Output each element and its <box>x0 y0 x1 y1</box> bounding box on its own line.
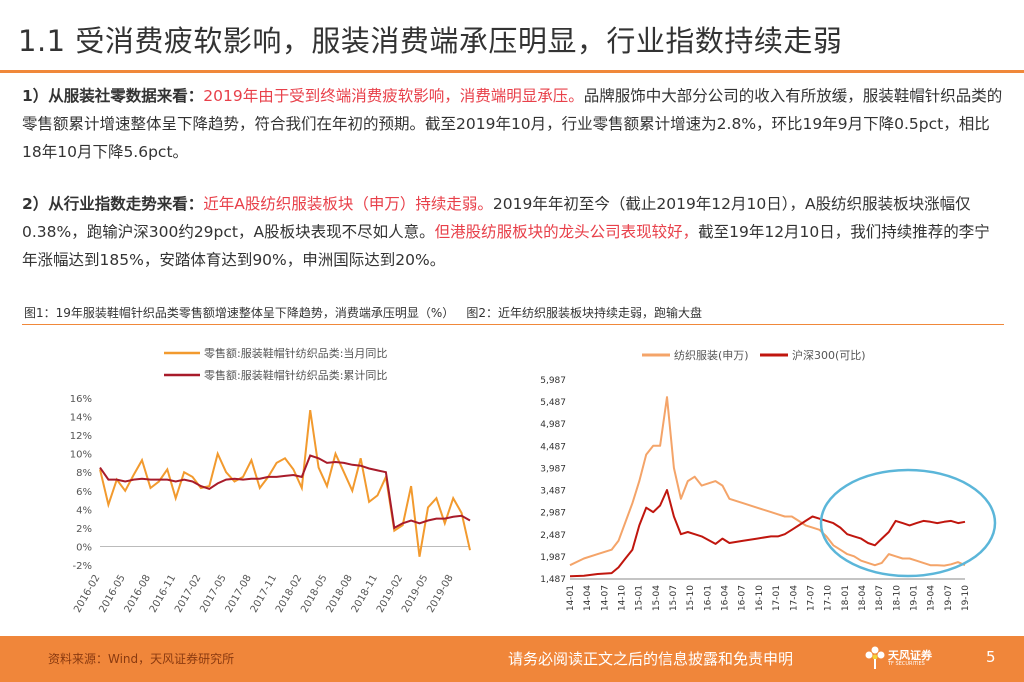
x-tick-label: 16-04 <box>721 585 731 611</box>
y-tick-label: 5,487 <box>540 398 566 408</box>
footer: 资料来源：Wind，天风证券研究所 请务必阅读正文之后的信息披露和免责申明 天风… <box>0 636 1024 682</box>
logo-subtext: TF SECURITIES <box>888 661 925 667</box>
x-tick-label: 14-10 <box>618 585 628 611</box>
x-tick-label: 15-07 <box>669 585 679 611</box>
y-tick-label: 3,487 <box>540 487 566 497</box>
chart2-legend: 纺织服装(申万) 沪深300(可比) <box>642 348 866 362</box>
y-tick-label: 2% <box>76 524 92 535</box>
highlight-ellipse <box>819 468 997 578</box>
y-tick-label: 1,487 <box>540 575 566 585</box>
figure-divider <box>22 324 1004 325</box>
x-tick-label: 15-01 <box>635 585 645 611</box>
y-tick-label: 0% <box>76 542 92 553</box>
y-tick-label: 3,987 <box>540 464 566 474</box>
paragraph-highlight: 近年A股纺织服装板块（申万）持续走弱。 <box>203 195 493 213</box>
paragraph-highlight: 但港股纺服板块的龙头公司表现较好， <box>434 223 699 241</box>
title-divider <box>0 70 1024 73</box>
x-tick-label: 15-10 <box>686 585 696 611</box>
x-tick-label: 19-07 <box>944 585 954 611</box>
x-tick-label: 14-04 <box>583 585 593 611</box>
paragraph-index: 2）从行业指数走势来看：近年A股纺织服装板块（申万）持续走弱。2019年年初至今… <box>22 190 1004 274</box>
chart2-x-axis: 14-01 14-04 14-07 14-10 15-01 15-04 15-07 15-10… <box>566 585 971 611</box>
y-tick-label: 2,987 <box>540 509 566 519</box>
y-tick-label: 4% <box>76 505 92 516</box>
paragraph-highlight: 2019年由于受到终端消费疲软影响，消费端明显承压。 <box>203 87 584 105</box>
y-tick-label: 14% <box>70 413 92 424</box>
paragraph-body: 截至19年12月10日，我们持续推荐的李宁年涨幅达到185%，安踏体育达到90%… <box>22 223 990 269</box>
chart2-series <box>569 396 966 578</box>
logo-text: 天风证券 <box>888 649 932 662</box>
series-line <box>569 489 966 578</box>
x-tick-label: 18-10 <box>892 585 902 611</box>
chart1-series <box>99 409 471 557</box>
x-tick-label: 19-04 <box>927 585 937 611</box>
y-tick-label: 1,987 <box>540 553 566 563</box>
y-tick-label: 6% <box>76 487 92 498</box>
company-logo: 天风证券 TF SECURITIES <box>864 644 944 674</box>
x-tick-label: 18-04 <box>858 585 868 611</box>
figure-captions: 图1：19年服装鞋帽针织品类零售额增速整体呈下降趋势，消费端承压明显（%） 图2：… <box>24 304 1000 321</box>
y-tick-label: 4,987 <box>540 420 566 430</box>
series-line <box>99 409 471 557</box>
y-tick-label: -2% <box>73 561 92 572</box>
x-tick-label: 19-01 <box>909 585 919 611</box>
x-tick-label: 16-07 <box>738 585 748 611</box>
y-tick-label: 12% <box>70 431 92 442</box>
figure1-caption: 图1：19年服装鞋帽针织品类零售额增速整体呈下降趋势，消费端承压明显（%） <box>24 306 455 320</box>
page-number: 5 <box>986 648 996 666</box>
footer-source: 资料来源：Wind，天风证券研究所 <box>48 652 235 666</box>
figure2-caption: 图2：近年纺织服装板块持续走弱，跑输大盘 <box>466 306 702 320</box>
series-line <box>569 396 966 567</box>
chart2-y-axis: 5,987 5,487 4,987 4,487 3,987 3,487 2,987 2,487… <box>540 376 965 585</box>
x-tick-label: 18-07 <box>875 585 885 611</box>
x-tick-label: 17-01 <box>772 585 782 611</box>
paragraph-lead: 2）从行业指数走势来看： <box>22 195 204 213</box>
x-tick-label: 14-01 <box>566 585 576 611</box>
logo-flower-icon <box>865 646 885 669</box>
legend-label: 沪深300(可比) <box>792 348 866 362</box>
legend-label: 零售额:服装鞋帽针纺织品类:累计同比 <box>204 368 387 382</box>
chart1-x-axis: 2016-022016-052016-082016-112017-022017-… <box>72 573 456 615</box>
paragraph-body: 品牌服饰中大部分公司的收入有所放缓，服装鞋帽针织品类的零售额累计增速整体呈下降趋… <box>22 87 1003 161</box>
chart1-y-axis: 16% 14% 12% 10% 8% 6% 4% 2% 0% -2% <box>70 394 470 572</box>
series-line <box>99 454 471 530</box>
footer-disclaimer: 请务必阅读正文之后的信息披露和免责申明 <box>508 650 794 668</box>
x-tick-label: 15-04 <box>652 585 662 611</box>
y-tick-label: 16% <box>70 394 92 405</box>
y-tick-label: 2,487 <box>540 531 566 541</box>
y-tick-label: 10% <box>70 450 92 461</box>
paragraph-body: 2019年年初至今（截止2019年12月10日），A股纺织服装板块涨幅仅0.38… <box>22 195 971 241</box>
paragraph-lead: 1）从服装社零数据来看： <box>22 87 204 105</box>
legend-label: 零售额:服装鞋帽针纺织品类:当月同比 <box>204 346 387 360</box>
page-title: 1.1 受消费疲软影响，服装消费端承压明显，行业指数持续走弱 <box>18 24 843 58</box>
x-tick-label: 17-10 <box>824 585 834 611</box>
x-tick-label: 17-07 <box>806 585 816 611</box>
x-tick-label: 14-07 <box>600 585 610 611</box>
paragraph-retail: 1）从服装社零数据来看：2019年由于受到终端消费疲软影响，消费端明显承压。品牌… <box>22 82 1004 166</box>
x-tick-label: 17-04 <box>789 585 799 611</box>
x-tick-label: 19-10 <box>961 585 971 611</box>
chart-index-trend: 纺织服装(申万) 沪深300(可比) 5,987 5,487 4,987 4,487 3,… <box>540 348 997 611</box>
y-tick-label: 8% <box>76 468 92 479</box>
x-tick-label: 16-10 <box>755 585 765 611</box>
y-tick-label: 4,487 <box>540 442 566 452</box>
legend-label: 纺织服装(申万) <box>674 348 749 362</box>
y-tick-label: 5,987 <box>540 376 566 386</box>
x-tick-label: 16-01 <box>703 585 713 611</box>
x-tick-label: 18-01 <box>841 585 851 611</box>
